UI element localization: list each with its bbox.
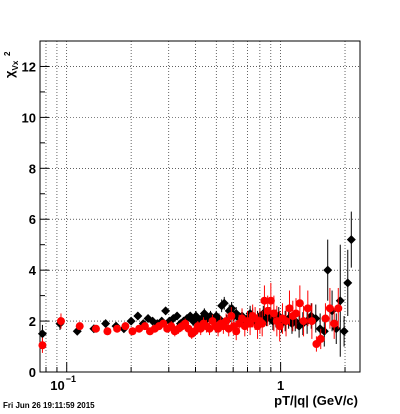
y-tick-label: 12 bbox=[22, 59, 36, 74]
data-point bbox=[269, 309, 278, 318]
y-axis-label-main: χ bbox=[2, 70, 17, 78]
y-axis-label: χVx 2 bbox=[2, 51, 20, 78]
data-point bbox=[260, 296, 269, 305]
data-point bbox=[299, 317, 308, 326]
y-tick-label: 6 bbox=[29, 212, 36, 227]
data-point bbox=[161, 306, 171, 316]
data-point bbox=[258, 319, 267, 328]
data-point bbox=[37, 329, 47, 339]
data-point bbox=[140, 322, 149, 331]
data-point bbox=[56, 317, 65, 326]
data-point bbox=[323, 265, 333, 275]
y-tick-label: 2 bbox=[29, 314, 36, 329]
y-tick-label: 0 bbox=[29, 365, 36, 380]
y-tick-label: 8 bbox=[29, 161, 36, 176]
data-point bbox=[319, 326, 329, 336]
data-point bbox=[339, 326, 349, 336]
svg-text:χVx: χVx bbox=[2, 60, 20, 78]
data-point bbox=[307, 317, 316, 326]
data-point bbox=[295, 299, 304, 308]
data-point bbox=[316, 334, 325, 343]
data-point bbox=[285, 304, 294, 313]
data-point bbox=[292, 309, 301, 318]
data-series bbox=[37, 211, 356, 357]
data-point bbox=[343, 278, 353, 288]
data-point bbox=[334, 304, 343, 313]
y-axis-label-sub: Vx bbox=[11, 60, 20, 70]
data-point bbox=[133, 311, 143, 321]
data-point bbox=[346, 235, 356, 245]
data-point bbox=[113, 324, 122, 333]
data-point bbox=[330, 319, 339, 328]
data-point bbox=[219, 298, 229, 308]
data-point bbox=[222, 317, 231, 326]
data-point bbox=[103, 327, 112, 336]
data-point bbox=[38, 341, 47, 350]
data-point bbox=[282, 317, 291, 326]
data-point bbox=[232, 327, 241, 336]
data-point bbox=[128, 327, 137, 336]
y-tick-label: 4 bbox=[29, 263, 37, 278]
data-point bbox=[91, 324, 100, 333]
data-point bbox=[75, 322, 84, 331]
timestamp: Fri Jun 26 19:11:59 2015 bbox=[3, 401, 95, 410]
data-point bbox=[321, 314, 330, 323]
data-point bbox=[263, 306, 272, 315]
y-axis-label-sup: 2 bbox=[3, 51, 12, 56]
x-tick-label-exponent: −1 bbox=[66, 374, 76, 384]
data-point bbox=[121, 322, 130, 331]
data-point bbox=[266, 296, 275, 305]
data-point bbox=[172, 311, 182, 321]
data-point bbox=[246, 319, 255, 328]
x-tick-label: 1 bbox=[277, 378, 284, 393]
data-point bbox=[101, 319, 111, 329]
data-point bbox=[325, 304, 334, 313]
series-2 bbox=[38, 282, 343, 353]
data-point bbox=[303, 304, 312, 313]
y-tick-label: 10 bbox=[22, 110, 36, 125]
x-axis-label: pT/|q| (GeV/c) bbox=[274, 393, 358, 408]
data-point bbox=[126, 316, 136, 326]
data-point bbox=[275, 322, 284, 331]
x-tick-label: 10 bbox=[50, 378, 64, 393]
